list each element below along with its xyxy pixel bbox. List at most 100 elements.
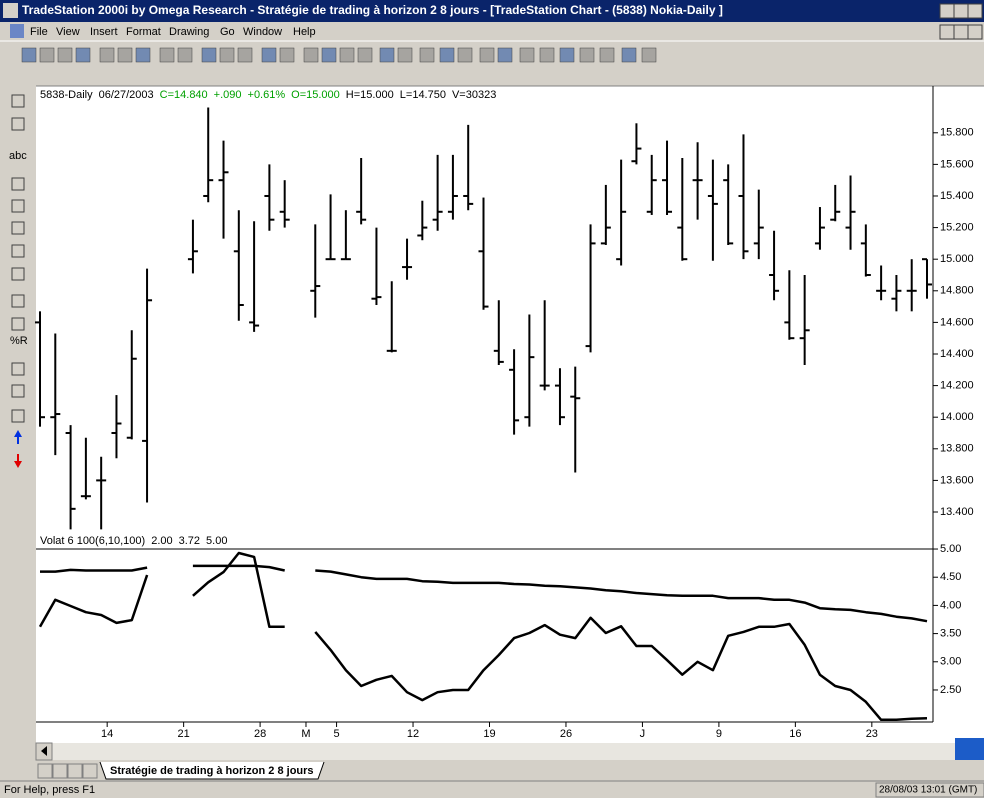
- mdi-maximize[interactable]: [953, 24, 969, 40]
- toolbar-button[interactable]: [579, 47, 595, 63]
- toolbar-button[interactable]: [457, 47, 473, 63]
- toolbar-button[interactable]: [159, 47, 175, 63]
- toolbar-button[interactable]: [439, 47, 455, 63]
- toolbar-button[interactable]: [519, 47, 535, 63]
- tool-button[interactable]: [11, 117, 25, 131]
- title-bar: [0, 0, 984, 22]
- y-tick-label: 15.000: [940, 253, 974, 265]
- toolbar-button[interactable]: [599, 47, 615, 63]
- tool-button[interactable]: [11, 409, 25, 423]
- toolbar-button[interactable]: [479, 47, 495, 63]
- tool-button[interactable]: [11, 177, 25, 191]
- toolbar-button[interactable]: [117, 47, 133, 63]
- menu-item[interactable]: View: [56, 26, 80, 38]
- y-tick-label: 4.50: [940, 571, 961, 583]
- tool-label[interactable]: %R: [10, 335, 28, 347]
- menu-item[interactable]: Insert: [90, 26, 118, 38]
- close-button[interactable]: [967, 3, 983, 19]
- toolbar-button[interactable]: [641, 47, 657, 63]
- x-tick-label: 9: [716, 728, 722, 740]
- tab-prev[interactable]: [52, 763, 68, 779]
- menu-item[interactable]: Go: [220, 26, 235, 38]
- window-title: TradeStation 2000i by Omega Research - S…: [22, 3, 723, 17]
- y-tick-label: 14.800: [940, 285, 974, 297]
- y-tick-label: 14.000: [940, 411, 974, 423]
- toolbar-button[interactable]: [419, 47, 435, 63]
- toolbar-button[interactable]: [321, 47, 337, 63]
- menu-bar: File View Insert Format Drawing Go Window Help: [30, 26, 316, 38]
- tool-button[interactable]: [11, 94, 25, 108]
- toolbar-button[interactable]: [497, 47, 513, 63]
- indicator-line: [38, 551, 928, 722]
- mdi-minimize[interactable]: [939, 24, 955, 40]
- tool-button[interactable]: [11, 199, 25, 213]
- toolbar-button[interactable]: [539, 47, 555, 63]
- toolbar-button[interactable]: [57, 47, 73, 63]
- y-tick-label: 5.00: [940, 543, 961, 555]
- toolbar-button[interactable]: [621, 47, 637, 63]
- menu-item[interactable]: File: [30, 26, 48, 38]
- toolbar-button[interactable]: [201, 47, 217, 63]
- x-tick-label: 21: [178, 728, 190, 740]
- y-tick-label: 15.800: [940, 127, 974, 139]
- toolbar: [21, 47, 657, 63]
- toolbar-button[interactable]: [21, 47, 37, 63]
- toolbar-button[interactable]: [135, 47, 151, 63]
- y-tick-label: 4.00: [940, 599, 961, 611]
- app-icon: [3, 3, 18, 18]
- toolbar-button[interactable]: [379, 47, 395, 63]
- doc-icon: [10, 24, 24, 38]
- toolbar-button[interactable]: [237, 47, 253, 63]
- y-tick-label: 13.400: [940, 506, 974, 518]
- scroll-arrow: [41, 746, 47, 756]
- toolbar-button[interactable]: [357, 47, 373, 63]
- menu-item[interactable]: Format: [126, 26, 161, 38]
- toolbar-button[interactable]: [75, 47, 91, 63]
- header-item: L=14.750: [400, 89, 446, 101]
- x-tick-label: M: [301, 728, 310, 740]
- menu-item[interactable]: Window: [243, 26, 282, 38]
- sheet-tab[interactable]: [99, 761, 325, 780]
- header-item: H=15.000: [346, 89, 394, 101]
- tool-button[interactable]: [11, 294, 25, 308]
- tool-button[interactable]: [11, 362, 25, 376]
- y-tick-label: 15.200: [940, 221, 974, 233]
- menu-item[interactable]: Help: [293, 26, 316, 38]
- toolbar-button[interactable]: [303, 47, 319, 63]
- toolbar-button[interactable]: [177, 47, 193, 63]
- tab-next[interactable]: [67, 763, 83, 779]
- toolbar-button[interactable]: [397, 47, 413, 63]
- tool-label[interactable]: abc: [9, 150, 27, 162]
- y-tick-label: 3.00: [940, 656, 961, 668]
- tool-button[interactable]: [11, 267, 25, 281]
- toolbar-button[interactable]: [339, 47, 355, 63]
- toolbar-button[interactable]: [39, 47, 55, 63]
- toolbar-button[interactable]: [261, 47, 277, 63]
- menu-item[interactable]: Drawing: [169, 26, 209, 38]
- toolbar-button[interactable]: [219, 47, 235, 63]
- tool-button[interactable]: [11, 384, 25, 398]
- toolbar-button[interactable]: [279, 47, 295, 63]
- tool-button[interactable]: [11, 221, 25, 235]
- header-item: 5.00: [206, 535, 227, 547]
- x-tick-label: 28: [254, 728, 266, 740]
- y-tick-label: 14.600: [940, 316, 974, 328]
- tool-button[interactable]: [11, 244, 25, 258]
- tab-first[interactable]: [37, 763, 53, 779]
- toolbar-button[interactable]: [99, 47, 115, 63]
- mdi-close[interactable]: [967, 24, 983, 40]
- tool-button[interactable]: [11, 317, 25, 331]
- y-tick-label: 15.600: [940, 158, 974, 170]
- x-tick-label: 14: [101, 728, 113, 740]
- maximize-button[interactable]: [953, 3, 969, 19]
- minimize-button[interactable]: [939, 3, 955, 19]
- y-tick-label: 3.50: [940, 627, 961, 639]
- header-item: 2.00: [151, 535, 172, 547]
- y-tick-label: 13.800: [940, 443, 974, 455]
- chart: 13.400 13.600 13.800 14.000 14.200 14.400 14.6…: [35, 86, 974, 740]
- tab-last[interactable]: [82, 763, 98, 779]
- toolbar-button[interactable]: [559, 47, 575, 63]
- scrollbar[interactable]: [36, 743, 966, 760]
